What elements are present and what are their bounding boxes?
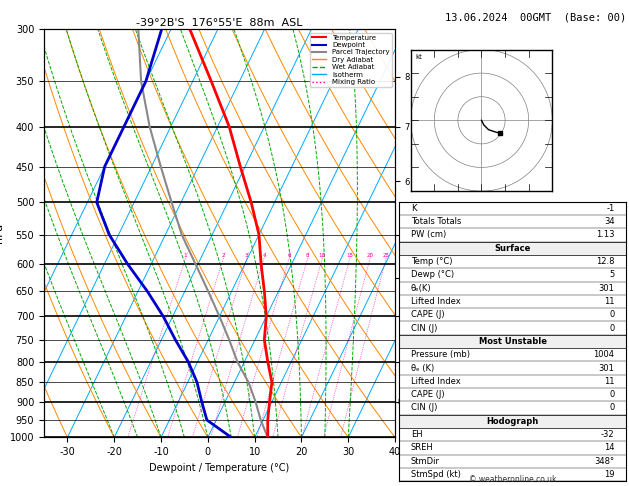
Text: Pressure (mb): Pressure (mb) [411, 350, 470, 359]
Text: PW (cm): PW (cm) [411, 230, 446, 240]
Text: SREH: SREH [411, 443, 433, 452]
Title: -39°2B'S  176°55'E  88m  ASL: -39°2B'S 176°55'E 88m ASL [136, 18, 303, 28]
Bar [399, 415, 626, 428]
Text: 10: 10 [319, 254, 326, 259]
Text: θₑ (K): θₑ (K) [411, 364, 434, 373]
Text: θₑ(K): θₑ(K) [411, 284, 431, 293]
Text: 2: 2 [221, 254, 225, 259]
Text: Hodograph: Hodograph [486, 417, 539, 426]
Bar [399, 242, 626, 255]
Text: 1: 1 [184, 254, 187, 259]
Y-axis label: hPa: hPa [0, 223, 4, 243]
Text: 12.8: 12.8 [596, 257, 615, 266]
Legend: Temperature, Dewpoint, Parcel Trajectory, Dry Adiabat, Wet Adiabat, Isotherm, Mi: Temperature, Dewpoint, Parcel Trajectory… [310, 33, 392, 87]
Text: Most Unstable: Most Unstable [479, 337, 547, 346]
Text: 0: 0 [610, 324, 615, 332]
Text: StmSpd (kt): StmSpd (kt) [411, 470, 460, 479]
Text: LCL: LCL [398, 399, 410, 405]
Text: CIN (J): CIN (J) [411, 324, 437, 332]
X-axis label: Dewpoint / Temperature (°C): Dewpoint / Temperature (°C) [150, 463, 290, 473]
Y-axis label: km
ASL: km ASL [416, 233, 432, 253]
Text: -32: -32 [601, 430, 615, 439]
Text: 301: 301 [599, 284, 615, 293]
Text: Temp (°C): Temp (°C) [411, 257, 452, 266]
Text: 11: 11 [604, 297, 615, 306]
Text: K: K [411, 204, 416, 213]
Text: 34: 34 [604, 217, 615, 226]
Text: -1: -1 [606, 204, 615, 213]
Text: 8: 8 [306, 254, 309, 259]
Text: 6: 6 [287, 254, 291, 259]
Text: 1004: 1004 [594, 350, 615, 359]
Text: 0: 0 [610, 310, 615, 319]
Text: CAPE (J): CAPE (J) [411, 390, 444, 399]
Text: 4: 4 [262, 254, 265, 259]
Text: Lifted Index: Lifted Index [411, 377, 460, 386]
Text: Totals Totals: Totals Totals [411, 217, 461, 226]
Text: 20: 20 [367, 254, 374, 259]
Text: 0: 0 [610, 403, 615, 413]
Text: Surface: Surface [494, 244, 531, 253]
Text: 25: 25 [382, 254, 389, 259]
Text: EH: EH [411, 430, 422, 439]
Text: 11: 11 [604, 377, 615, 386]
Text: © weatheronline.co.uk: © weatheronline.co.uk [469, 474, 557, 484]
Text: 15: 15 [347, 254, 353, 259]
Text: 0: 0 [610, 390, 615, 399]
Text: Dewp (°C): Dewp (°C) [411, 270, 454, 279]
Text: kt: kt [416, 54, 422, 60]
Text: 301: 301 [599, 364, 615, 373]
Text: CAPE (J): CAPE (J) [411, 310, 444, 319]
Text: 5: 5 [610, 270, 615, 279]
Text: CIN (J): CIN (J) [411, 403, 437, 413]
Text: 3: 3 [245, 254, 248, 259]
Text: StmDir: StmDir [411, 457, 440, 466]
Text: 19: 19 [604, 470, 615, 479]
Text: 13.06.2024  00GMT  (Base: 00): 13.06.2024 00GMT (Base: 00) [445, 12, 626, 22]
Text: 14: 14 [604, 443, 615, 452]
Text: Lifted Index: Lifted Index [411, 297, 460, 306]
Text: 1.13: 1.13 [596, 230, 615, 240]
Bar [399, 335, 626, 348]
Text: 348°: 348° [594, 457, 615, 466]
